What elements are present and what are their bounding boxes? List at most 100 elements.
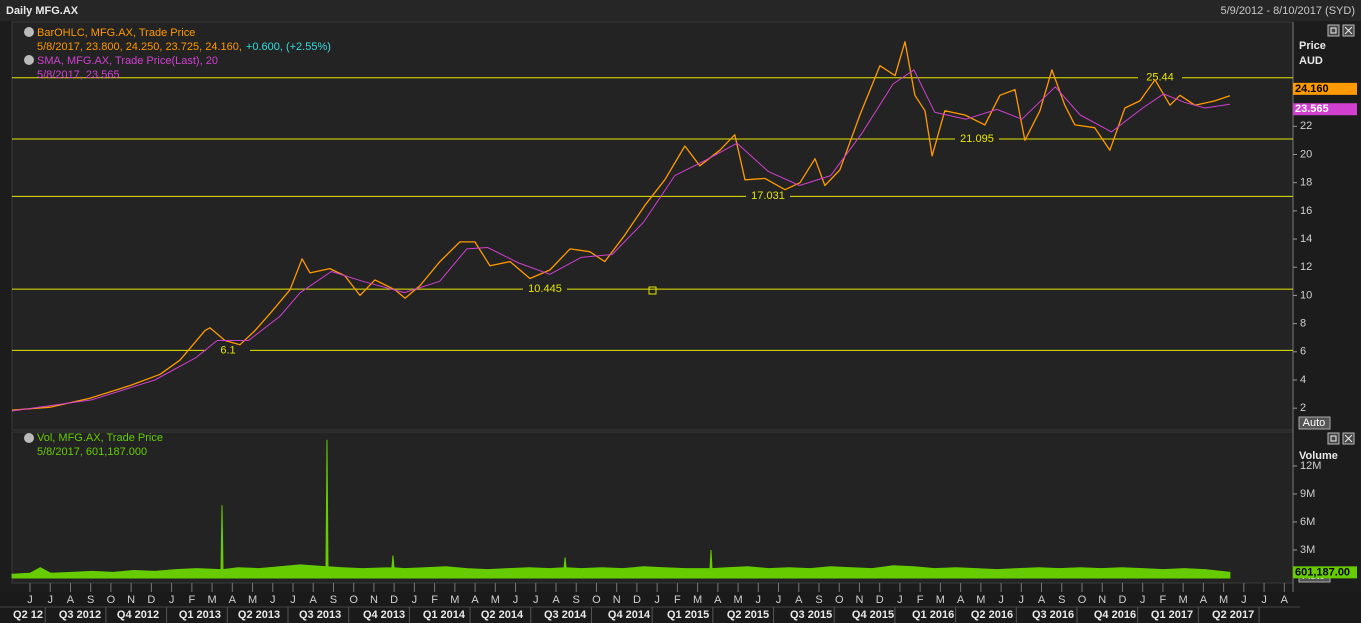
maximize-icon (1330, 435, 1337, 442)
x-tick-label: J (1241, 594, 1247, 606)
quarter-label: Q1 2017 (1151, 609, 1193, 621)
x-tick-label: S (815, 594, 822, 606)
y-tick-label: 12M (1300, 460, 1321, 472)
x-tick-label: A (1281, 594, 1289, 606)
x-tick-label: O (1078, 594, 1087, 606)
y-tick-label: 9M (1300, 488, 1315, 500)
x-tick-label: S (1058, 594, 1065, 606)
x-tick-label: J (897, 594, 903, 606)
x-tick-label: N (370, 594, 378, 606)
close-icon (1344, 434, 1353, 443)
x-tick-label: A (552, 594, 560, 606)
legend-toggle[interactable] (24, 27, 34, 37)
quarter-label: Q1 2016 (912, 609, 954, 621)
x-tick-label: S (330, 594, 337, 606)
y-tick-label: 12 (1300, 261, 1312, 273)
x-tick-label: F (1160, 594, 1167, 606)
level-label-bg (206, 344, 250, 357)
x-tick-label: D (147, 594, 155, 606)
legend-values: 5/8/2017, 23.800, 24.250, 23.725, 24.160… (37, 41, 242, 53)
quarter-label: Q2 12 (13, 609, 43, 621)
quarter-label: Q1 2014 (423, 609, 466, 621)
x-tick-label: N (855, 594, 863, 606)
legend-change: +0.600, (+2.55%) (246, 41, 331, 53)
x-tick-label: N (613, 594, 621, 606)
level-label: 21.095 (960, 133, 994, 145)
x-tick-label: F (431, 594, 438, 606)
quarter-label: Q3 2015 (790, 609, 832, 621)
x-tick-label: O (349, 594, 358, 606)
anchor-marker (648, 286, 657, 295)
value-badge-label: 24.160 (1295, 83, 1329, 95)
quarter-label: Q4 2016 (1094, 609, 1136, 621)
level-label-bg (1138, 71, 1182, 84)
y-tick-label: 6M (1300, 516, 1315, 528)
x-tick-label: A (714, 594, 722, 606)
scale-button-label[interactable]: Auto (1303, 417, 1326, 429)
x-tick-label: A (310, 594, 318, 606)
window-buttons[interactable] (1327, 24, 1355, 445)
x-tick-label: D (876, 594, 884, 606)
maximize-button[interactable] (1327, 24, 1340, 37)
legend-toggle[interactable] (24, 433, 34, 443)
x-tick-label: A (1200, 594, 1208, 606)
x-tick-label: A (795, 594, 803, 606)
maximize-button[interactable] (1327, 432, 1340, 445)
x-tick-label: M (248, 594, 257, 606)
x-tick-label: J (1140, 594, 1146, 606)
x-tick-label: A (1038, 594, 1046, 606)
value-badge (1293, 82, 1357, 95)
quarter-label: Q2 2015 (727, 609, 769, 621)
price-line (11, 69, 1230, 412)
x-tick-label: M (207, 594, 216, 606)
quarter-label: Q3 2013 (299, 609, 341, 621)
x-tick-label: J (412, 594, 418, 606)
quarter-label: Q1 2015 (667, 609, 709, 621)
x-tick-label: A (957, 594, 965, 606)
x-tick-label: D (1118, 594, 1126, 606)
y-axis-title: Price (1299, 40, 1326, 52)
y-tick-label: 3M (1300, 544, 1315, 556)
y-tick-label: 6 (1300, 346, 1306, 358)
x-tick-label: O (107, 594, 116, 606)
quarter-label: Q4 2013 (363, 609, 405, 621)
legend-detail: 5/8/2017, 23.800, 24.250, 23.725, 24.160… (37, 41, 331, 53)
x-tick-label: J (513, 594, 519, 606)
x-tick-label: J (654, 594, 660, 606)
x-tick-label: O (835, 594, 844, 606)
scale-button[interactable] (1298, 416, 1331, 430)
x-tick-label: J (47, 594, 53, 606)
value-badge (1293, 103, 1357, 116)
quarter-label: Q2 2013 (238, 609, 280, 621)
x-tick-label: M (936, 594, 945, 606)
level-label-bg (523, 283, 567, 296)
title-bar (0, 0, 1361, 21)
legend-values: 5/8/2017, 23.565 (37, 69, 120, 81)
window-title: Daily MFG.AX (6, 5, 79, 17)
quarter-label: Q1 2013 (179, 609, 221, 621)
quarter-label: Q4 2015 (852, 609, 894, 621)
volume-area (11, 439, 1231, 579)
x-tick-label: J (998, 594, 1004, 606)
x-tick-label: J (776, 594, 782, 606)
y-tick-label: 14 (1300, 233, 1312, 245)
quarter-label: Q4 2014 (608, 609, 651, 621)
x-tick-label: M (1179, 594, 1188, 606)
y-axis-unit: AUD (1299, 55, 1323, 67)
level-label: 17.031 (751, 190, 785, 202)
y-tick-label: 10 (1300, 289, 1312, 301)
level-label-bg (955, 133, 999, 146)
y-tick-label: 4 (1300, 374, 1306, 386)
x-tick-label: J (533, 594, 539, 606)
x-tick-label: J (290, 594, 296, 606)
close-icon (1344, 26, 1353, 35)
x-tick-label: M (1219, 594, 1228, 606)
x-tick-label: N (127, 594, 135, 606)
legend-detail: 5/8/2017, 23.565 (37, 69, 120, 81)
quarter-label: Q2 2014 (481, 609, 524, 621)
legend-toggle[interactable] (24, 55, 34, 65)
date-range: 5/9/2012 - 8/10/2017 (SYD) (1220, 5, 1355, 17)
x-tick-label: J (27, 594, 33, 606)
